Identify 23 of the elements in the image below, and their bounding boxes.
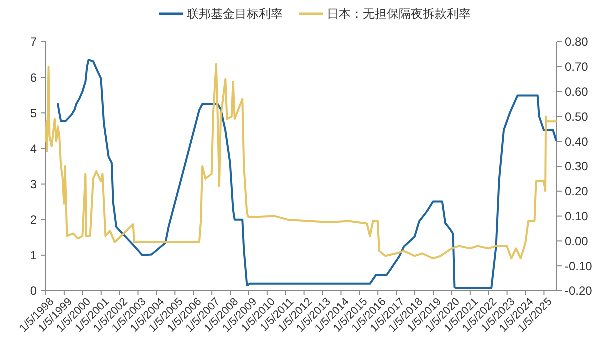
y2-tick-label: 0.10 [565, 210, 589, 224]
legend-label: 日本：无担保隔夜拆款利率 [327, 7, 471, 21]
y2-tick-label: 0.40 [565, 134, 589, 149]
y2-tick-label: 0.50 [565, 110, 589, 124]
y2-tick-label: 0.00 [565, 234, 589, 248]
y2-tick-label: 0.30 [565, 160, 589, 174]
line-series [45, 63, 558, 260]
y-tick-label: 6 [30, 70, 38, 85]
y-tick-label: 4 [30, 142, 38, 156]
y2-tick-label: 0.80 [565, 35, 589, 50]
y2-tick-label: 0.20 [565, 184, 589, 199]
y-tick-label: 5 [30, 106, 38, 120]
y-tick-label: 3 [30, 177, 38, 192]
y2-tick-label: 0.60 [565, 85, 589, 99]
y-tick-label: 2 [30, 213, 38, 228]
y-tick-label: 0 [30, 284, 38, 298]
y2-tick-label: -0.10 [565, 259, 593, 274]
y2-tick-label: -0.20 [565, 284, 593, 298]
y-tick-label: 7 [30, 35, 38, 50]
legend-label: 联邦基金目标利率 [187, 7, 283, 21]
y2-tick-label: 0.70 [565, 60, 589, 74]
line-series [57, 59, 558, 290]
y-tick-label: 1 [30, 248, 38, 263]
